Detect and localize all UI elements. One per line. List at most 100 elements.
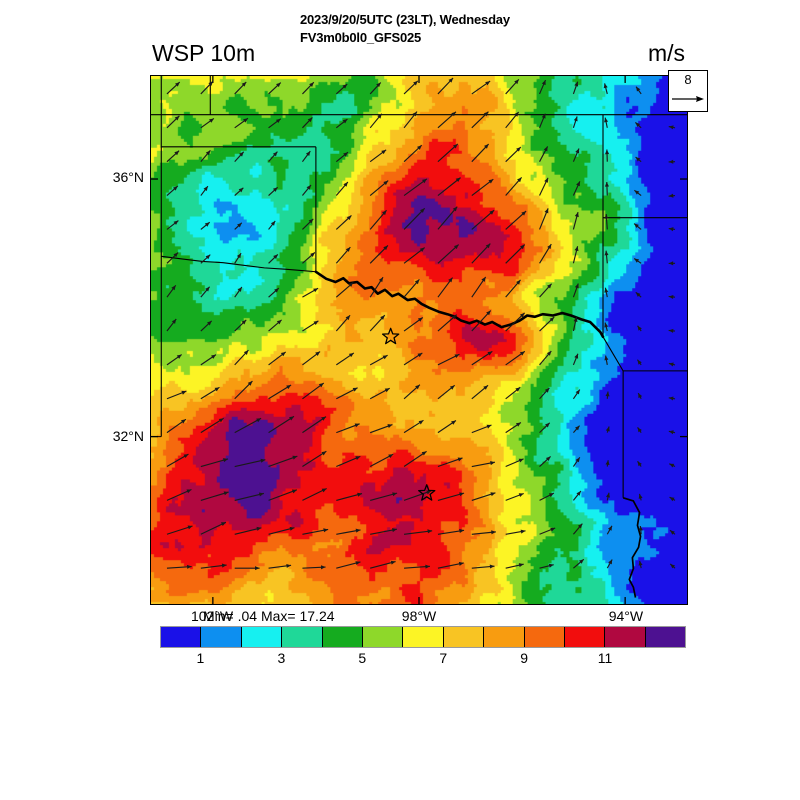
colorbar-segment-7 bbox=[443, 627, 485, 647]
wind-vector bbox=[635, 291, 642, 298]
wind-vector bbox=[370, 560, 396, 569]
wind-vector bbox=[268, 526, 295, 535]
wind-vector bbox=[604, 214, 609, 230]
wind-vector bbox=[668, 125, 676, 130]
wind-vector bbox=[437, 206, 458, 230]
colorbar-tick-7: 7 bbox=[439, 650, 448, 666]
wind-vector bbox=[539, 177, 549, 196]
wind-vector bbox=[403, 529, 433, 535]
wind-vector bbox=[234, 458, 266, 468]
wind-vector bbox=[268, 455, 298, 468]
wind-vector bbox=[302, 351, 321, 366]
wind-vector bbox=[403, 317, 424, 332]
wind-vector bbox=[268, 351, 287, 366]
units-label: m/s bbox=[648, 40, 686, 66]
state-border-tx-east bbox=[602, 336, 624, 498]
wind-vector bbox=[539, 243, 552, 264]
wind-vector bbox=[403, 144, 423, 163]
wind-vector bbox=[572, 316, 578, 332]
wind-vector bbox=[638, 493, 643, 501]
wind-vector bbox=[268, 151, 278, 163]
wind-vector bbox=[634, 122, 642, 129]
wind-vector bbox=[166, 390, 187, 400]
wind-vector bbox=[403, 111, 418, 129]
wind-vector bbox=[268, 254, 279, 264]
figure-title: 2023/9/20/5UTC (23LT), Wednesday bbox=[300, 12, 510, 27]
colorbar-tick-11: 11 bbox=[597, 650, 613, 666]
wind-vector bbox=[637, 392, 643, 400]
wind-vector bbox=[471, 209, 495, 230]
wind-vector bbox=[403, 352, 423, 366]
wind-vector bbox=[200, 386, 220, 400]
wind-vector bbox=[166, 453, 189, 468]
wind-vector bbox=[370, 528, 397, 535]
wind-vector bbox=[471, 276, 487, 298]
colorbar-segment-11 bbox=[605, 627, 646, 647]
wind-vector bbox=[403, 419, 424, 434]
wind-vector bbox=[200, 286, 211, 298]
wind-vector bbox=[668, 227, 676, 232]
wind-vector bbox=[166, 115, 180, 129]
wind-vector bbox=[668, 159, 676, 164]
wind-vector bbox=[572, 81, 579, 95]
lat-label-36: 36°N bbox=[112, 169, 144, 186]
wind-vector bbox=[335, 181, 349, 196]
wind-vector bbox=[668, 396, 676, 401]
wind-vector bbox=[633, 223, 642, 230]
wind-vector bbox=[572, 283, 579, 298]
wind-vector bbox=[471, 461, 496, 468]
wind-vector bbox=[572, 148, 580, 162]
wind-vector bbox=[604, 181, 609, 196]
wind-vector bbox=[572, 389, 581, 400]
wind-vector bbox=[301, 150, 311, 163]
wind-vector bbox=[268, 118, 282, 129]
wind-vector bbox=[572, 457, 581, 467]
wind-vector bbox=[572, 211, 579, 230]
wind-vector bbox=[234, 566, 260, 571]
min-max-annotation: Min= .04 Max= 17.24 bbox=[203, 608, 335, 624]
wind-vector bbox=[302, 287, 319, 298]
wind-vector bbox=[604, 355, 609, 366]
wind-vector bbox=[268, 384, 292, 400]
map-plot-area[interactable] bbox=[150, 75, 688, 605]
wind-vector bbox=[234, 380, 253, 400]
lon-label-102: 102°W bbox=[190, 608, 234, 624]
colorbar-tick-3: 3 bbox=[277, 650, 286, 666]
wind-vector bbox=[437, 244, 460, 264]
wind-vector bbox=[268, 220, 276, 230]
colorbar-segment-8 bbox=[484, 627, 525, 647]
wind-vector bbox=[539, 422, 551, 434]
wind-vector bbox=[505, 146, 522, 163]
wind-vector bbox=[234, 187, 244, 196]
wind-vector bbox=[234, 222, 243, 230]
wind-vector bbox=[471, 243, 491, 264]
wind-vector bbox=[505, 279, 521, 298]
wind-vector bbox=[505, 350, 526, 366]
wind-vector bbox=[335, 246, 351, 264]
wind-vector bbox=[404, 564, 430, 569]
wind-vector bbox=[370, 492, 398, 501]
station-star-north bbox=[381, 327, 400, 345]
wind-vector bbox=[505, 422, 522, 434]
wind-vector bbox=[268, 563, 292, 569]
wind-vector bbox=[539, 492, 555, 501]
wind-vector bbox=[166, 150, 180, 163]
wind-vector bbox=[539, 456, 551, 467]
wind-vector bbox=[471, 310, 492, 332]
wind-vector bbox=[605, 460, 610, 467]
wind-vector bbox=[669, 563, 676, 569]
wind-vector bbox=[369, 314, 386, 332]
wind-vector bbox=[471, 350, 493, 366]
wind-vector bbox=[234, 286, 243, 298]
wind-vector bbox=[200, 521, 227, 535]
wind-vector bbox=[369, 387, 390, 400]
wind-vector-key: 8 bbox=[668, 70, 708, 112]
wind-vector bbox=[605, 492, 610, 501]
wind-vector bbox=[471, 178, 494, 197]
wind-vector bbox=[166, 252, 179, 264]
wind-vector bbox=[302, 251, 316, 264]
colorbar-segment-9 bbox=[524, 627, 565, 647]
wind-vector bbox=[200, 458, 229, 468]
colorbar[interactable] bbox=[160, 626, 686, 648]
wind-vector bbox=[605, 391, 610, 399]
